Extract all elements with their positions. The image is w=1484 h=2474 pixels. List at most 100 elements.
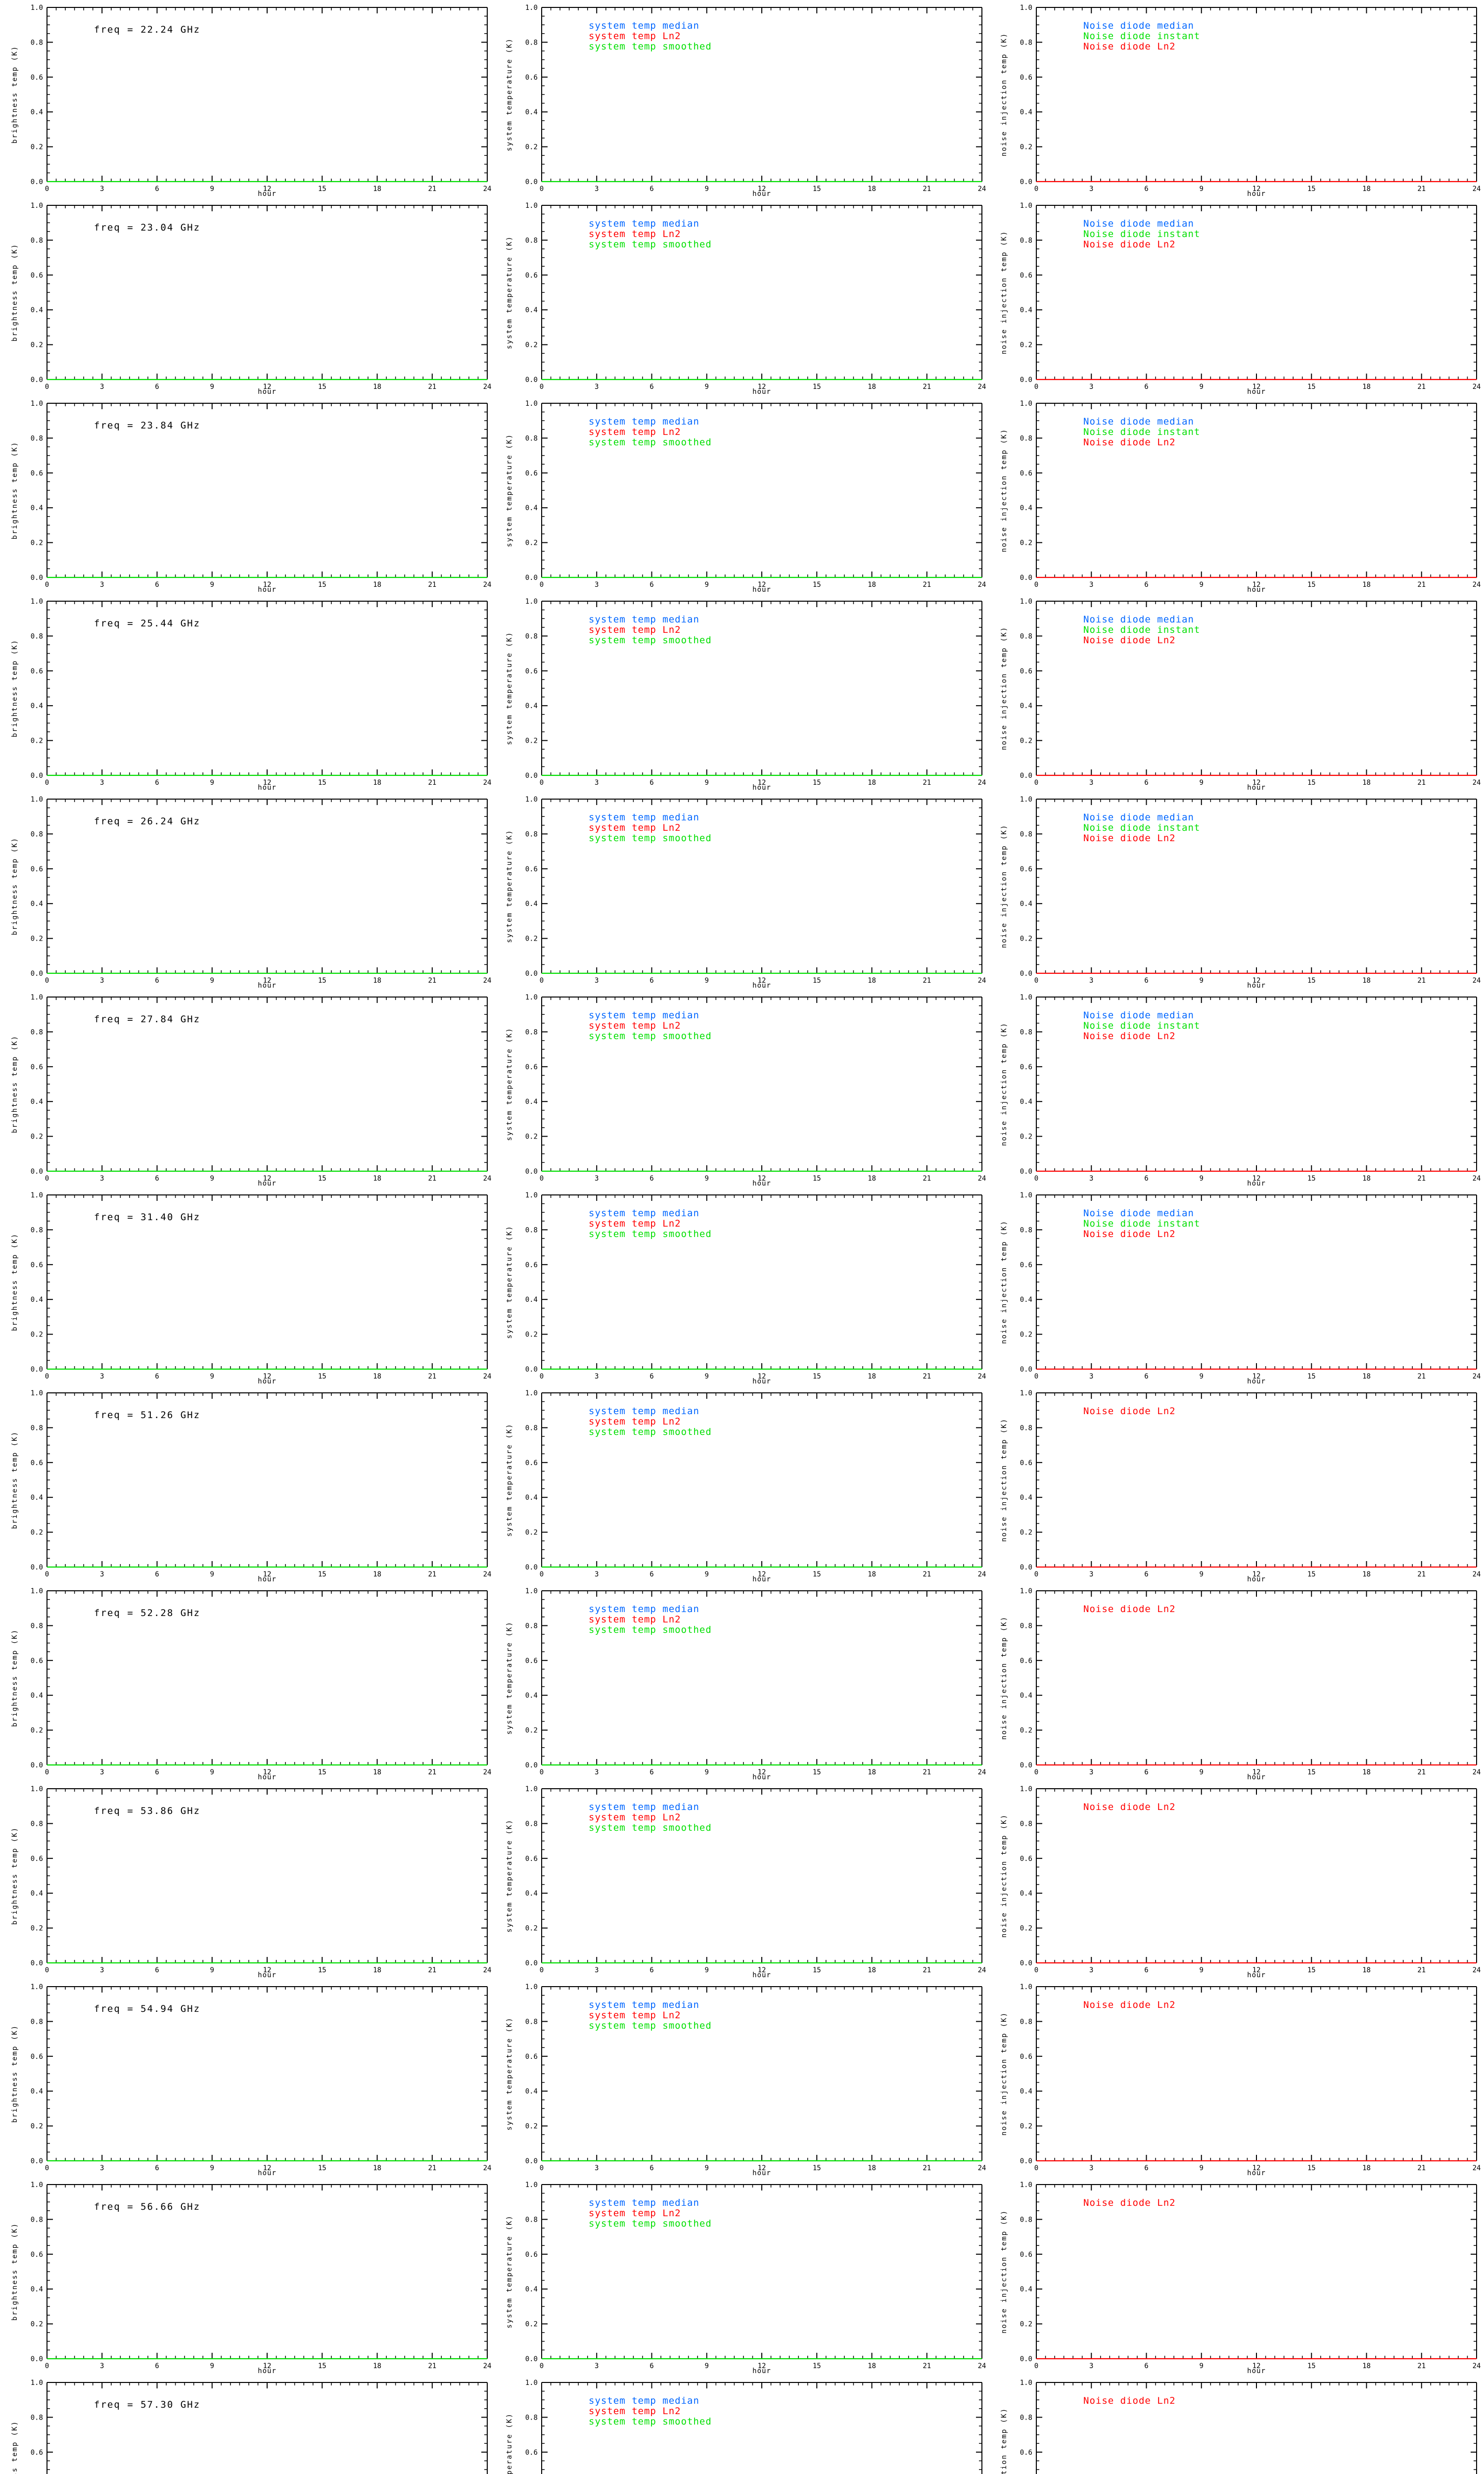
x-tick-label: 6 [1144, 1768, 1148, 1776]
x-tick-label: 18 [868, 1570, 876, 1578]
x-tick-label: 15 [318, 1570, 326, 1578]
y-tick-label: 1.0 [1020, 1389, 1032, 1397]
x-tick-label: 15 [1307, 1570, 1316, 1578]
x-axis-label: hour [752, 784, 771, 792]
y-tick-label: 0.4 [1020, 702, 1032, 710]
x-tick-label: 12 [263, 1373, 272, 1380]
x-tick-label: 9 [210, 1966, 214, 1974]
x-tick-label: 9 [705, 1373, 709, 1380]
y-tick-label: 0.0 [31, 1761, 43, 1769]
x-tick-label: 3 [1089, 977, 1093, 985]
y-tick-label: 0.2 [1020, 737, 1032, 745]
x-tick-label: 15 [813, 1768, 821, 1776]
x-tick-label: 3 [595, 1966, 599, 1974]
x-tick-label: 24 [1473, 1966, 1481, 1974]
y-axis-label: system temperature (K) [506, 38, 513, 151]
x-tick-label: 9 [210, 185, 214, 193]
legend-entry: system temp median [589, 1802, 699, 1812]
x-tick-label: 9 [210, 1570, 214, 1578]
subplot-row9-brightness: 0 3 6 9 12 15 18 21 24 hour 0.0 0.2 0.4 0.6 0.8 1.0 brig… [0, 1583, 495, 1781]
x-tick-label: 21 [1417, 383, 1426, 391]
y-tick-label: 0.2 [31, 1133, 43, 1141]
x-tick-label: 9 [1200, 1175, 1204, 1183]
legend-entry: Noise diode Ln2 [1083, 41, 1176, 52]
subplot-row5-noise: 0 3 6 9 12 15 18 21 24 hour 0.0 0.2 0.4 0.6 0.8 1.0 nois… [989, 792, 1484, 990]
x-tick-label: 9 [1200, 977, 1204, 985]
y-tick-label: 1.0 [31, 4, 43, 12]
x-tick-label: 21 [923, 1570, 931, 1578]
y-tick-label: 0.2 [1020, 1529, 1032, 1537]
x-tick-label: 3 [1089, 1966, 1093, 1974]
x-tick-label: 6 [155, 383, 159, 391]
y-tick-label: 1.0 [525, 1785, 538, 1793]
x-tick-label: 6 [649, 1966, 653, 1974]
x-tick-label: 21 [923, 383, 931, 391]
y-tick-label: 0.2 [1020, 1925, 1032, 1933]
y-tick-label: 0.6 [31, 1063, 43, 1071]
subplot-row1-brightness: 0 3 6 9 12 15 18 21 24 hour 0.0 0.2 0.4 0.6 0.8 1.0 brig… [0, 0, 495, 198]
x-tick-label: 15 [813, 581, 821, 589]
x-tick-label: 6 [155, 1373, 159, 1380]
x-tick-label: 15 [318, 581, 326, 589]
y-tick-label: 0.2 [31, 341, 43, 349]
x-tick-label: 12 [263, 977, 272, 985]
x-tick-label: 24 [1473, 977, 1481, 985]
x-tick-label: 24 [1473, 1570, 1481, 1578]
legend-entry: system temp smoothed [589, 833, 712, 844]
legend-entry: system temp Ln2 [589, 1614, 681, 1625]
x-tick-label: 9 [1200, 1966, 1204, 1974]
x-tick-label: 18 [1362, 1570, 1371, 1578]
x-tick-label: 0 [45, 2164, 49, 2172]
y-axis-label: noise injection temp (K) [1000, 231, 1008, 354]
y-tick-label: 0.2 [525, 737, 538, 745]
y-tick-label: 0.8 [31, 1424, 43, 1432]
y-tick-label: 0.2 [31, 737, 43, 745]
legend-entry: Noise diode instant [1083, 31, 1200, 42]
y-tick-label: 0.6 [525, 865, 538, 873]
subplot-row9-system: 0 3 6 9 12 15 18 21 24 hour 0.0 0.2 0.4 0.6 0.8 1.0 syst… [495, 1583, 989, 1781]
x-tick-label: 18 [373, 1373, 381, 1380]
x-tick-label: 18 [373, 977, 381, 985]
x-tick-label: 24 [483, 581, 492, 589]
plot-title: freq = 22.24 GHz [94, 24, 200, 35]
legend-entry: system temp median [589, 218, 699, 229]
x-tick-label: 6 [155, 2164, 159, 2172]
plot-title: freq = 27.84 GHz [94, 1014, 200, 1025]
x-tick-label: 12 [1252, 779, 1261, 787]
x-tick-label: 0 [540, 779, 544, 787]
x-axis-label: hour [1247, 1971, 1266, 1979]
plot-title: freq = 26.24 GHz [94, 816, 200, 827]
legend-entry: system temp Ln2 [589, 1416, 681, 1427]
y-tick-label: 1.0 [31, 1389, 43, 1397]
x-tick-label: 12 [758, 1175, 766, 1183]
x-tick-label: 24 [978, 1570, 986, 1578]
y-tick-label: 0.0 [31, 1366, 43, 1374]
x-tick-label: 18 [373, 1768, 381, 1776]
x-tick-label: 3 [100, 1175, 104, 1183]
legend-entry: system temp smoothed [589, 41, 712, 52]
y-tick-label: 0.0 [1020, 1366, 1032, 1374]
x-tick-label: 9 [210, 1175, 214, 1183]
y-tick-label: 0.2 [31, 1529, 43, 1537]
plot-title: freq = 53.86 GHz [94, 1806, 200, 1816]
y-tick-label: 0.4 [1020, 108, 1032, 116]
y-axis-label: noise injection temp (K) [1000, 1220, 1008, 1344]
x-tick-label: 9 [705, 1768, 709, 1776]
x-tick-label: 0 [45, 1373, 49, 1380]
x-tick-label: 0 [540, 1966, 544, 1974]
x-tick-label: 12 [1252, 1966, 1261, 1974]
y-tick-label: 0.2 [525, 143, 538, 151]
x-tick-label: 15 [1307, 1373, 1316, 1380]
x-tick-label: 6 [155, 1570, 159, 1578]
legend-entry: Noise diode instant [1083, 229, 1200, 239]
y-tick-label: 0.8 [1020, 39, 1032, 47]
y-tick-label: 0.8 [31, 632, 43, 640]
y-tick-label: 0.6 [31, 272, 43, 280]
y-tick-label: 0.6 [1020, 470, 1032, 477]
legend-entry: system temp median [589, 812, 699, 823]
x-tick-label: 12 [1252, 581, 1261, 589]
y-tick-label: 0.2 [31, 143, 43, 151]
x-tick-label: 0 [45, 185, 49, 193]
y-tick-label: 0.4 [1020, 1890, 1032, 1898]
x-tick-label: 6 [155, 581, 159, 589]
